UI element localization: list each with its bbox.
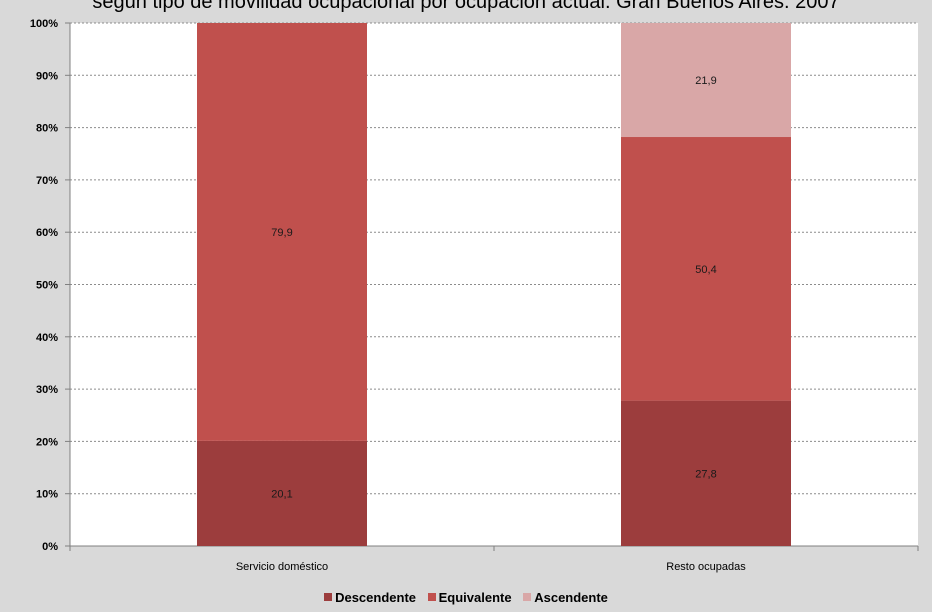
y-tick-label: 50% <box>36 280 58 292</box>
y-tick-label: 70% <box>36 175 58 187</box>
y-tick-label: 0% <box>42 541 58 553</box>
legend-item-ascendente: Ascendente <box>523 590 608 605</box>
x-category-label: Servicio doméstico <box>236 561 328 573</box>
bar-segment <box>197 23 367 441</box>
legend-label-descendente: Descendente <box>335 590 416 605</box>
legend-label-equivalente: Equivalente <box>438 590 512 605</box>
legend-item-equivalente: Equivalente <box>427 590 512 605</box>
y-tick-label: 60% <box>36 227 58 239</box>
bar-segment <box>621 137 791 401</box>
legend-swatch-equivalente <box>427 593 436 601</box>
y-tick-label: 30% <box>36 384 58 396</box>
y-tick-label: 90% <box>36 70 58 82</box>
bar-segment <box>621 400 791 546</box>
legend-swatch-descendente <box>324 593 333 601</box>
chart-title: según tipo de movilidad ocupacional por … <box>92 0 840 13</box>
x-category-label: Resto ocupadas <box>666 561 746 573</box>
y-tick-label: 10% <box>36 489 58 501</box>
y-tick-label: 40% <box>36 332 58 344</box>
bar-segment <box>621 23 791 138</box>
chart-svg: 0% 10% 20% 30% 40% 50% 60% 70% 80% 90% 100% 20,1 79,… <box>30 18 919 573</box>
data-label: 20,1 <box>271 488 292 500</box>
data-label: 50,4 <box>695 264 716 276</box>
y-tick-label: 100% <box>30 18 58 30</box>
bar-segment <box>197 440 367 546</box>
data-label: 27,8 <box>695 468 716 480</box>
legend-item-descendente: Descendente <box>324 590 416 605</box>
legend-label-ascendente: Ascendente <box>534 590 608 605</box>
data-label: 21,9 <box>695 75 716 87</box>
data-label: 79,9 <box>271 227 292 239</box>
y-tick-label: 20% <box>36 436 58 448</box>
y-tick-label: 80% <box>36 123 58 135</box>
legend: Descendente Equivalente Ascendente <box>0 590 932 605</box>
legend-swatch-ascendente <box>523 593 532 601</box>
